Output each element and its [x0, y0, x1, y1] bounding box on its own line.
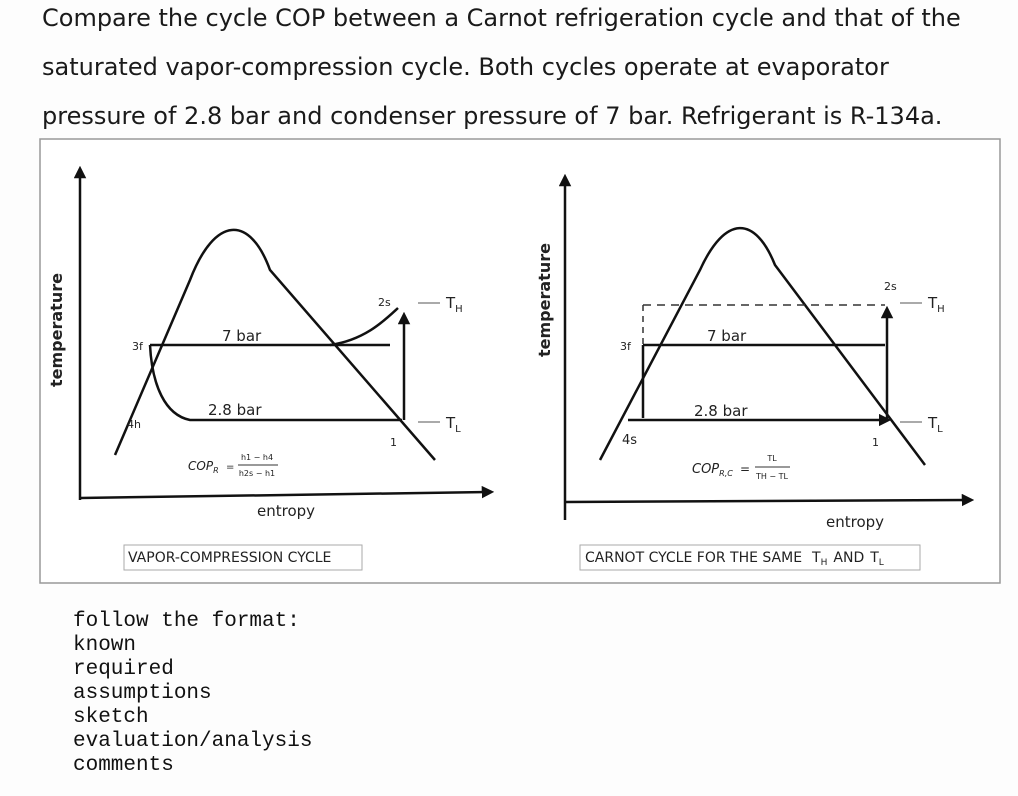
format-heading: follow the format:	[73, 610, 300, 633]
subscript: H	[455, 304, 463, 315]
temperature-label: TL	[927, 414, 943, 435]
temperature-label: TH	[927, 294, 945, 315]
symbol: T	[445, 414, 456, 432]
x-axis	[564, 493, 975, 507]
state-label: 3f	[620, 340, 632, 353]
question-line: saturated vapor-compression cycle. Both …	[42, 53, 889, 81]
x-axis-label: entropy	[826, 513, 884, 531]
right-diagram: temperature entropy 3f 4s 1 2s 7 bar 2.8…	[535, 173, 975, 571]
state-label: 1	[390, 436, 397, 449]
figure-frame	[39, 138, 1001, 584]
subscript: H	[937, 304, 945, 315]
evaporator-line	[148, 344, 402, 422]
state-label: 4h	[127, 418, 141, 431]
caption: VAPOR-COMPRESSION CYCLE	[128, 550, 331, 566]
superheat-line	[329, 307, 399, 347]
symbol: COP	[692, 462, 719, 477]
subscript: L	[455, 424, 461, 435]
question-line: pressure of 2.8 bar and condenser pressu…	[42, 102, 943, 130]
subscript: R,C	[719, 469, 733, 478]
x-axis	[79, 485, 495, 500]
format-item: sketch	[73, 706, 149, 729]
saturation-dome	[598, 226, 926, 466]
caption-text: AND	[833, 550, 864, 566]
caption: CARNOT CYCLE FOR THE SAME TH AND TL	[585, 550, 884, 568]
state-label: 1	[872, 436, 879, 449]
equals: =	[740, 462, 750, 476]
format-item: known	[73, 634, 137, 657]
state-label: 2s	[884, 280, 897, 293]
temperature-label: TL	[445, 414, 461, 435]
format-list: follow the format: known required assump…	[73, 610, 312, 778]
subscript: L	[937, 424, 943, 435]
question-line: Compare the cycle COP between a Carnot r…	[42, 4, 961, 32]
temperature-label: TH	[445, 294, 463, 315]
format-item: assumptions	[73, 682, 212, 705]
cop-numerator: h1 − h4	[241, 453, 273, 462]
caption-box	[123, 544, 363, 571]
symbol: COP	[188, 459, 214, 473]
cop-lhs: COPR	[188, 459, 219, 475]
pressure-label: 2.8 bar	[208, 401, 262, 419]
subscript: L	[879, 558, 884, 568]
subscript: H	[821, 558, 828, 568]
symbol: T	[927, 414, 938, 432]
saturation-dome	[113, 228, 436, 461]
cop-denominator: TH − TL	[755, 472, 789, 481]
cop-numerator: TL	[766, 454, 777, 463]
cop-lhs: COPR,C	[692, 462, 733, 478]
cop-denominator: h2s − h1	[239, 469, 275, 478]
format-item: required	[73, 658, 174, 681]
state-label: 4s	[622, 433, 637, 448]
caption-box	[579, 544, 921, 571]
x-axis-label: entropy	[257, 502, 315, 520]
symbol: T	[811, 550, 821, 566]
state-label: 2s	[378, 296, 391, 309]
equals: =	[226, 462, 234, 473]
symbol: T	[869, 550, 879, 566]
pressure-label: 7 bar	[707, 327, 747, 345]
symbol: T	[927, 294, 938, 312]
y-axis-label: temperature	[535, 243, 554, 357]
symbol: T	[445, 294, 456, 312]
pressure-label: 7 bar	[222, 327, 262, 345]
y-axis-label: temperature	[47, 273, 66, 387]
caption-text: CARNOT CYCLE FOR THE SAME	[585, 550, 802, 566]
left-diagram: temperature entropy 3f 4h 1 2s 7 bar 2.8…	[47, 165, 495, 571]
format-item: comments	[73, 754, 174, 777]
pressure-label: 2.8 bar	[694, 402, 748, 420]
subscript: R	[213, 466, 219, 475]
state-label: 3f	[132, 340, 144, 353]
format-item: evaluation/analysis	[73, 730, 313, 753]
